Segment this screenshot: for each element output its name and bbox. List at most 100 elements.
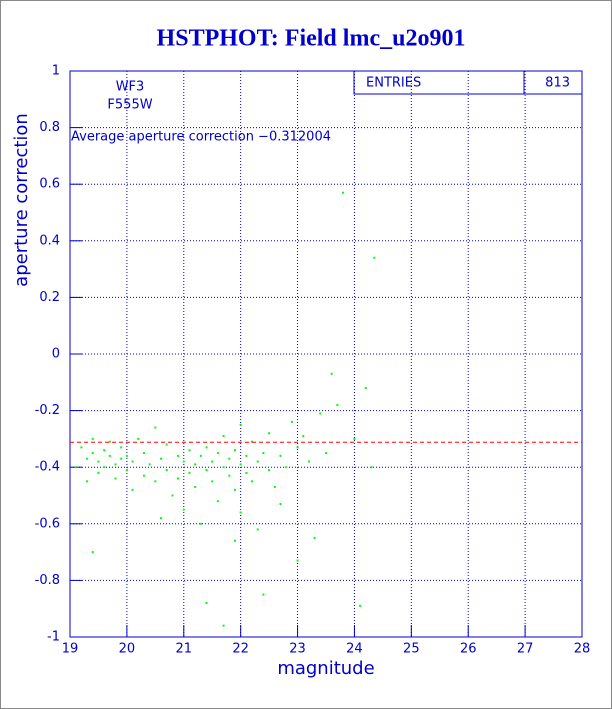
point (114, 477, 117, 480)
point (239, 463, 242, 466)
point (171, 494, 174, 497)
point (108, 440, 111, 443)
point (285, 466, 288, 469)
point (239, 511, 242, 514)
point (97, 471, 100, 474)
point (325, 452, 327, 455)
point (120, 457, 123, 460)
point (137, 437, 140, 440)
y-tick-label: -0.4 (35, 460, 60, 475)
point (148, 463, 151, 466)
point (182, 508, 185, 511)
annotation: WF3 (116, 80, 145, 95)
point (373, 256, 376, 259)
point (154, 426, 157, 429)
point (199, 454, 202, 457)
point (86, 480, 89, 483)
x-tick-label: 26 (460, 642, 477, 657)
point (80, 446, 83, 449)
point (194, 486, 197, 489)
point (268, 432, 271, 435)
point (154, 480, 157, 483)
point (165, 443, 168, 446)
point (91, 452, 94, 455)
point (205, 602, 208, 605)
point (177, 477, 180, 480)
point (182, 460, 185, 463)
point (233, 539, 236, 542)
point (86, 457, 89, 460)
point (216, 500, 219, 503)
point (228, 474, 231, 477)
y-tick-label: -1 (47, 630, 60, 645)
x-axis-label: magnitude (277, 658, 374, 679)
x-tick-label: 28 (574, 642, 591, 657)
x-tick-label: 21 (176, 642, 193, 657)
annotation: F555W (107, 98, 152, 113)
point (359, 604, 362, 607)
point (342, 191, 345, 194)
point (160, 517, 163, 520)
stats-value: 813 (545, 76, 570, 91)
point (245, 471, 248, 474)
y-tick-label: -0.2 (35, 403, 60, 418)
x-tick-label: 24 (346, 642, 363, 657)
x-tick-label: 23 (289, 642, 306, 657)
point (256, 460, 259, 463)
point (262, 593, 265, 596)
x-tick-label: 20 (119, 642, 136, 657)
point (211, 480, 214, 483)
point (91, 551, 94, 554)
point (273, 486, 276, 489)
mean-label: Average aperture correction −0.312004 (71, 130, 331, 145)
y-tick-label: -0.6 (35, 516, 60, 531)
y-tick-label: 0.8 (39, 120, 60, 135)
point (296, 446, 299, 449)
point (245, 454, 248, 457)
point (313, 536, 316, 539)
point (290, 420, 293, 423)
point (97, 460, 100, 463)
point (233, 488, 236, 491)
point (302, 435, 305, 438)
y-tick-label: 0 (52, 347, 60, 362)
point (222, 435, 225, 438)
point (251, 440, 254, 443)
x-tick-label: 27 (517, 642, 534, 657)
point (228, 457, 231, 460)
point (256, 528, 259, 531)
point (194, 463, 197, 466)
point (142, 474, 145, 477)
point (199, 522, 202, 525)
point (336, 403, 339, 406)
y-tick-label: 0.6 (39, 177, 60, 192)
point (330, 372, 333, 375)
point (307, 460, 310, 463)
point (108, 454, 111, 457)
point (103, 449, 106, 452)
point (251, 480, 254, 483)
y-tick-label: 0.2 (39, 290, 60, 305)
point (114, 463, 117, 466)
point (216, 452, 219, 455)
plot-frame (69, 70, 583, 638)
stats-label: ENTRIES (366, 76, 421, 91)
x-tick-label: 19 (62, 642, 79, 657)
point (131, 488, 134, 491)
point (205, 446, 208, 449)
point (268, 469, 271, 472)
point (370, 466, 373, 469)
point (120, 446, 123, 449)
point (142, 452, 145, 455)
y-tick-label: 1 (52, 64, 60, 79)
point (165, 469, 168, 472)
point (296, 559, 299, 562)
chart-title: HSTPHOT: Field lmc_u2o901 (157, 26, 466, 52)
x-tick-label: 25 (403, 642, 420, 657)
point (262, 452, 265, 455)
point (279, 502, 282, 505)
point (188, 449, 191, 452)
y-tick-label: 0.4 (39, 233, 60, 248)
